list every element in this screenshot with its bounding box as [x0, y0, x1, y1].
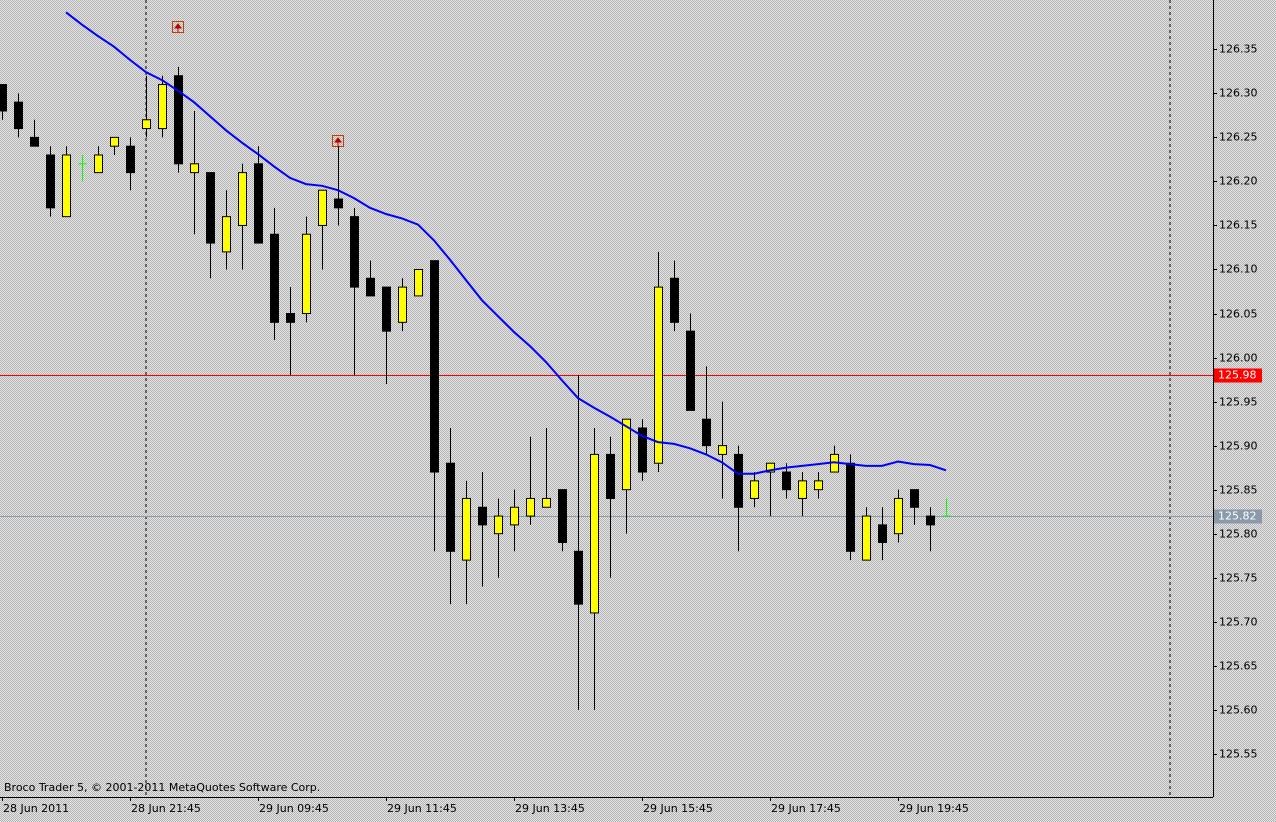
candle-body [302, 233, 311, 315]
x-tick-label: 28 Jun 21:45 [131, 802, 201, 815]
candle-body [558, 489, 567, 543]
candle-body [734, 453, 743, 508]
candle-body [510, 506, 519, 526]
x-tick-label: 28 Jun 2011 [3, 802, 69, 815]
candle-body [46, 154, 55, 209]
candle-body [686, 330, 695, 411]
y-tick-label: 126.30 [1219, 87, 1258, 100]
candle-body [606, 453, 615, 499]
candle-body [382, 286, 391, 332]
price-label: 125.98 [1218, 369, 1257, 382]
candle-body [750, 480, 759, 499]
price-label-box [1214, 368, 1262, 383]
candle-body [910, 489, 919, 508]
y-tick-label: 126.35 [1219, 43, 1258, 56]
candle-body [142, 119, 151, 130]
candle-body [638, 427, 647, 473]
candle-body [398, 286, 407, 323]
y-tick-label: 125.85 [1219, 484, 1258, 497]
candle-body [270, 233, 279, 323]
candle-body [846, 462, 855, 552]
candle-body [766, 462, 775, 473]
candle-body [702, 418, 711, 447]
footer: Broco Trader 5, © 2001-2011 MetaQuotes S… [4, 781, 320, 794]
candle-body [190, 163, 199, 174]
y-tick-label: 126.20 [1219, 175, 1258, 188]
y-tick-label: 125.95 [1219, 396, 1258, 409]
candle-body [670, 277, 679, 323]
candle-body [542, 497, 551, 508]
y-tick-label: 125.60 [1219, 704, 1258, 717]
moving-average [65, 11, 947, 475]
candle-body [206, 172, 215, 244]
trade-marker [172, 21, 184, 33]
y-tick-label: 125.90 [1219, 440, 1258, 453]
candle-body [526, 497, 535, 517]
x-tick-label: 29 Jun 15:45 [643, 802, 713, 815]
y-tick-label: 126.10 [1219, 263, 1258, 276]
x-tick-label: 29 Jun 13:45 [515, 802, 585, 815]
candle-body [782, 471, 791, 491]
candle-body [286, 313, 295, 323]
price-label-box [1214, 509, 1262, 524]
candle-body [30, 136, 39, 147]
candle-body [894, 497, 903, 535]
candle-body [814, 480, 823, 491]
candle-body [254, 163, 263, 244]
candle-body [126, 145, 135, 174]
candle-body [414, 268, 423, 297]
candle-body [238, 172, 247, 226]
candle-body [478, 506, 487, 526]
candle-body [222, 216, 231, 253]
candle-body [430, 260, 439, 473]
x-tick-label: 29 Jun 09:45 [259, 802, 329, 815]
candle-body [798, 480, 807, 499]
y-tick-label: 125.80 [1219, 528, 1258, 541]
candle-body [14, 101, 23, 130]
candle-body [718, 445, 727, 455]
candle-body [158, 84, 167, 130]
y-tick-label: 125.75 [1219, 572, 1258, 585]
candle-body [0, 84, 7, 112]
candle-body [94, 154, 103, 174]
candle-body [334, 198, 343, 209]
candle-body [366, 277, 375, 297]
candle-body [574, 550, 583, 605]
y-tick-label: 126.25 [1219, 131, 1258, 144]
candle-body [62, 154, 71, 218]
y-tick-label: 125.65 [1219, 660, 1258, 673]
y-tick-label: 125.70 [1219, 616, 1258, 629]
candle-body [590, 453, 599, 614]
x-tick-label: 29 Jun 19:45 [899, 802, 969, 815]
y-tick-label: 126.15 [1219, 219, 1258, 232]
x-tick-label: 29 Jun 11:45 [387, 802, 457, 815]
y-tick-label: 126.05 [1219, 308, 1258, 321]
candle-body [174, 75, 183, 165]
candle-body [110, 136, 119, 147]
y-tick-label: 125.55 [1219, 748, 1258, 761]
candle-body [654, 286, 663, 464]
candle-body [318, 189, 327, 226]
candle-body [878, 524, 887, 543]
candle-body [462, 497, 471, 561]
candle-body [926, 515, 935, 526]
x-tick-label: 29 Jun 17:45 [771, 802, 841, 815]
candle-body [350, 216, 359, 288]
price-label: 125.82 [1218, 510, 1257, 523]
candle-body [446, 462, 455, 552]
candle-body [862, 515, 871, 561]
y-tick-label: 126.00 [1219, 352, 1258, 365]
candle-body [622, 418, 631, 491]
candle-body [494, 515, 503, 535]
